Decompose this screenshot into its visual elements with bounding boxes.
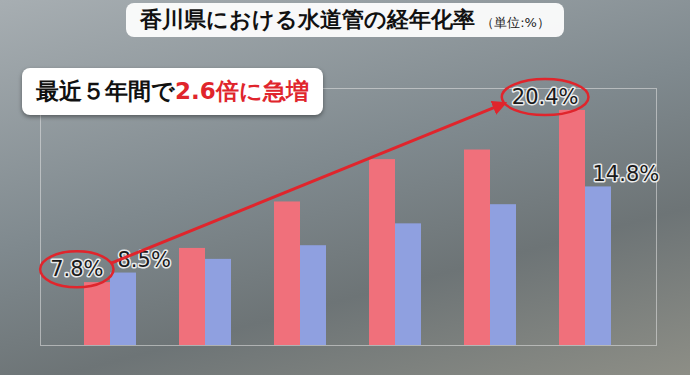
svg-text:7.8%: 7.8% xyxy=(50,257,103,281)
svg-text:14.8%: 14.8% xyxy=(593,162,660,186)
svg-text:20.4%: 20.4% xyxy=(512,85,579,109)
html-text:香川県における水道管の経年化率 （単位:%）: 香川県における水道管の経年化率 （単位:%） xyxy=(140,7,550,32)
html-text:最近５年間で2.6倍に急増: 最近５年間で2.6倍に急増 xyxy=(36,78,309,104)
svg-text:8.5%: 8.5% xyxy=(118,248,171,272)
